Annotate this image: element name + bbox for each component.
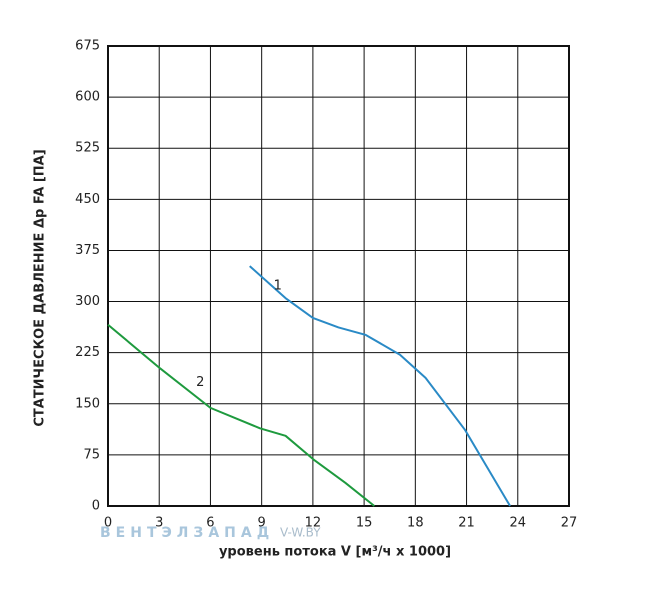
y-tick-label: 300 [75,294,100,309]
plot-frame [107,45,570,507]
x-tick-label: 3 [155,516,163,531]
y-tick-label: 675 [75,39,100,54]
series-label: 2 [196,375,204,390]
y-tick-label: 225 [75,345,100,360]
x-tick-label: 27 [561,516,578,531]
watermark-site: V-W.BY [280,526,321,540]
y-axis-label: СТАТИЧЕСКОЕ ДАВЛЕНИЕ Δр FA [ПА] [33,149,48,426]
series-label: 1 [274,279,282,294]
y-tick-label: 375 [75,243,100,258]
x-tick-label: 12 [305,516,322,531]
series-line [107,323,375,507]
x-tick-label: 24 [510,516,527,531]
x-tick-label: 9 [258,516,266,531]
x-tick-label: 18 [407,516,424,531]
y-tick-label: 0 [92,499,100,514]
x-tick-label: 15 [356,516,373,531]
x-tick-label: 21 [458,516,475,531]
watermark-brand: ВЕНТЭЛЗАПАД [100,525,274,541]
series-line [249,265,511,507]
y-tick-label: 150 [75,396,100,411]
x-tick-label: 0 [104,516,112,531]
y-tick-label: 525 [75,141,100,156]
x-tick-label: 6 [206,516,214,531]
y-tick-label: 450 [75,192,100,207]
y-tick-label: 75 [83,447,100,462]
x-axis-label: уровень потока V [м³/ч x 1000] [219,545,451,560]
y-tick-label: 600 [75,90,100,105]
